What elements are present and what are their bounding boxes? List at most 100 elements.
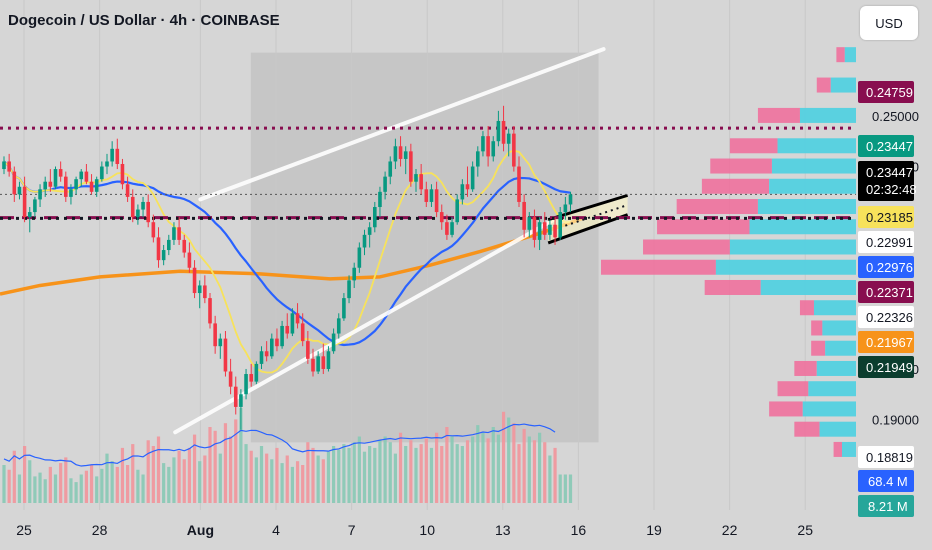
volume-bar bbox=[373, 447, 377, 503]
volume-bar bbox=[172, 457, 176, 503]
candle-body bbox=[285, 325, 290, 334]
candle-body bbox=[259, 351, 264, 364]
volume-bar bbox=[244, 444, 248, 503]
volume-label-text: 8.21 M bbox=[868, 499, 908, 514]
volume-bar bbox=[429, 447, 434, 503]
volume-bar bbox=[316, 455, 320, 503]
candle-body bbox=[79, 171, 84, 180]
candle-body bbox=[100, 166, 104, 180]
price-label-bg bbox=[858, 256, 914, 278]
volume-bar bbox=[522, 428, 526, 503]
price-label-text: 0.22326 bbox=[866, 310, 913, 325]
candle-body bbox=[64, 176, 68, 197]
volume-bar bbox=[126, 465, 130, 503]
candle-body bbox=[94, 179, 99, 192]
candle-body bbox=[177, 227, 181, 240]
volume-profile-bar-down bbox=[794, 360, 817, 376]
candle-body bbox=[522, 201, 526, 230]
price-label-bg bbox=[858, 161, 914, 201]
x-axis-tick-label: 16 bbox=[571, 522, 587, 538]
price-label: 0.23447 02:32:48 bbox=[858, 161, 917, 201]
price-label-text: 0.21949 bbox=[866, 360, 913, 375]
volume-profile-bar-down bbox=[836, 47, 845, 63]
price-label: 0.23447 bbox=[858, 135, 914, 157]
volume-bar bbox=[28, 460, 32, 503]
volume-profile-bar-down bbox=[729, 138, 778, 154]
price-label-text: 0.24759 bbox=[866, 85, 913, 100]
volume-bar bbox=[89, 465, 94, 503]
volume-bar bbox=[306, 442, 310, 503]
candle-body bbox=[120, 163, 125, 185]
volume-bar bbox=[517, 444, 521, 503]
candle-body bbox=[465, 184, 470, 190]
volume-bar bbox=[177, 450, 181, 503]
candle-body bbox=[151, 222, 156, 238]
volume-profile-bar-up bbox=[808, 381, 856, 397]
candle-body bbox=[409, 151, 413, 182]
volume-bar bbox=[311, 447, 315, 503]
volume-bar bbox=[558, 474, 562, 503]
candle-body bbox=[172, 227, 176, 240]
candle-body bbox=[352, 267, 356, 281]
candle-body bbox=[295, 313, 300, 324]
volume-label: 68.4 M bbox=[858, 470, 914, 492]
candle-body bbox=[89, 181, 94, 192]
volume-profile-bar-up bbox=[802, 401, 856, 417]
volume-bar bbox=[23, 446, 27, 503]
volume-profile-bar-up bbox=[819, 421, 856, 437]
price-label-text: 0.23185 bbox=[866, 210, 913, 225]
volume-profile-bar-down bbox=[811, 320, 823, 336]
volume-bar bbox=[481, 432, 485, 503]
candle-body bbox=[290, 313, 295, 334]
trend-channel-lower bbox=[173, 218, 556, 435]
candle-body bbox=[378, 191, 382, 208]
price-label-bg bbox=[858, 446, 914, 468]
x-axis-tick-label: 4 bbox=[272, 522, 280, 538]
volume-profile-bar-down bbox=[704, 279, 761, 295]
candle-body bbox=[218, 338, 223, 347]
currency-button[interactable]: USD bbox=[860, 6, 918, 40]
candle-body bbox=[130, 196, 135, 218]
price-label: 0.21949 bbox=[858, 356, 914, 378]
volume-profile-bar-up bbox=[771, 158, 856, 174]
candle-body bbox=[326, 351, 331, 369]
volume-profile-bar-up bbox=[729, 239, 856, 255]
volume-profile-bar-down bbox=[757, 107, 800, 123]
volume-profile-bar-down bbox=[833, 441, 842, 457]
volume-bar bbox=[167, 466, 171, 503]
volume-bar bbox=[105, 453, 109, 503]
volume-bar bbox=[465, 440, 470, 503]
volume-bar bbox=[187, 447, 191, 503]
candle-body bbox=[357, 247, 362, 268]
volume-profile-bar-down bbox=[676, 199, 758, 215]
volume-bar bbox=[548, 455, 552, 503]
candle-body bbox=[491, 141, 496, 157]
volume-bar bbox=[131, 444, 135, 503]
price-label-bg bbox=[858, 331, 914, 353]
volume-bar bbox=[409, 440, 413, 503]
x-axis-tick-label: 19 bbox=[646, 522, 662, 538]
candle-body bbox=[105, 161, 109, 167]
volume-label-bg bbox=[858, 495, 914, 517]
price-label: 0.22991 bbox=[858, 231, 914, 253]
candle-body bbox=[517, 166, 521, 202]
volume-bar bbox=[460, 446, 464, 503]
volume-bar bbox=[110, 461, 114, 503]
candle-body bbox=[429, 189, 434, 202]
flag-channel-fill bbox=[548, 195, 628, 243]
price-label-bg bbox=[858, 231, 914, 253]
candle-body bbox=[439, 212, 444, 223]
volume-bar bbox=[563, 474, 567, 503]
volume-profile-bar-up bbox=[830, 77, 856, 93]
volume-profile-bar-up bbox=[715, 259, 856, 275]
candle-body bbox=[311, 358, 315, 372]
y-axis-tick-label: 0.19000 bbox=[872, 413, 919, 428]
volume-bar bbox=[326, 451, 331, 503]
volume-bar bbox=[280, 463, 284, 503]
volume-bar bbox=[471, 436, 475, 503]
volume-bar bbox=[53, 474, 58, 503]
volume-bar bbox=[553, 447, 557, 503]
candle-body bbox=[548, 224, 552, 235]
